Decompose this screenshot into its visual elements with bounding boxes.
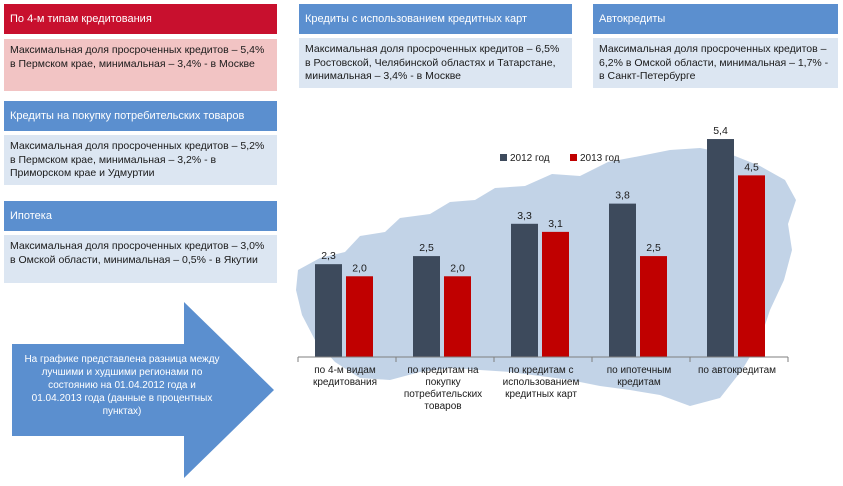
bar-2012-4 bbox=[609, 203, 636, 357]
data-label-2013-1: 2,0 bbox=[352, 262, 367, 274]
note-text: На графике представлена разница между лу… bbox=[24, 354, 220, 417]
bar-2012-2 bbox=[413, 256, 440, 357]
bar-2013-3 bbox=[542, 231, 569, 357]
note-arrow bbox=[12, 302, 274, 478]
panel-consumer: Кредиты на покупку потребительских товар… bbox=[4, 101, 277, 185]
data-label-2013-5: 4,5 bbox=[744, 161, 759, 173]
bar-2012-1 bbox=[315, 264, 342, 357]
panel-cards: Кредиты с использованием кредитных карт … bbox=[299, 4, 572, 88]
category-label-1-line-2: кредитования bbox=[313, 377, 377, 388]
panel-all-types: По 4-м типам кредитования Максимальная д… bbox=[4, 4, 277, 91]
data-label-2013-2: 2,0 bbox=[450, 262, 465, 274]
category-label-2-line-3: потребительских bbox=[404, 388, 482, 400]
panel-mortgage: Ипотека Максимальная доля просроченных к… bbox=[4, 201, 277, 283]
panel-mortgage-body: Максимальная доля просроченных кредитов … bbox=[4, 235, 277, 283]
data-label-2012-2: 2,5 bbox=[419, 242, 434, 254]
data-label-2012-3: 3,3 bbox=[517, 210, 532, 222]
legend-label-1: 2012 год bbox=[510, 153, 550, 164]
panel-auto-header: Автокредиты bbox=[593, 4, 838, 34]
legend-label-2: 2013 год bbox=[580, 153, 620, 164]
bar-2013-2 bbox=[444, 276, 471, 357]
data-label-2012-5: 5,4 bbox=[713, 125, 728, 137]
panel-mortgage-header: Ипотека bbox=[4, 201, 277, 231]
data-label-2013-4: 2,5 bbox=[646, 242, 661, 254]
category-label-5-line-1: по автокредитам bbox=[698, 365, 776, 376]
data-label-2012-1: 2,3 bbox=[321, 250, 336, 262]
category-label-4-line-2: кредитам bbox=[617, 377, 661, 388]
category-label-2-line-4: товаров bbox=[424, 401, 461, 412]
panel-consumer-header: Кредиты на покупку потребительских товар… bbox=[4, 101, 277, 131]
panel-all-types-body: Максимальная доля просроченных кредитов … bbox=[4, 39, 277, 91]
bar-2012-3 bbox=[511, 223, 538, 357]
category-label-4-line-1: по ипотечным bbox=[607, 365, 672, 376]
panel-cards-body: Максимальная доля просроченных кредитов … bbox=[299, 38, 572, 88]
data-label-2012-4: 3,8 bbox=[615, 190, 630, 202]
panel-cards-header: Кредиты с использованием кредитных карт bbox=[299, 4, 572, 34]
category-label-2-line-2: покупку bbox=[425, 377, 460, 388]
category-label-3-line-3: кредитных карт bbox=[505, 389, 577, 400]
bar-2013-1 bbox=[346, 276, 373, 357]
category-label-3-line-2: использованием bbox=[503, 377, 580, 388]
panel-auto-body: Максимальная доля просроченных кредитов … bbox=[593, 38, 838, 88]
note-arrow-shape bbox=[12, 302, 274, 478]
panel-all-types-header: По 4-м типам кредитования bbox=[4, 4, 277, 34]
data-label-2013-3: 3,1 bbox=[548, 218, 563, 230]
legend-swatch-1 bbox=[500, 154, 507, 161]
panel-consumer-body: Максимальная доля просроченных кредитов … bbox=[4, 135, 277, 185]
panel-auto: Автокредиты Максимальная доля просроченн… bbox=[593, 4, 838, 88]
legend-swatch-2 bbox=[570, 154, 577, 161]
category-label-2-line-1: по кредитам на bbox=[407, 365, 479, 376]
bar-2013-5 bbox=[738, 175, 765, 357]
category-label-3-line-1: по кредитам с bbox=[508, 365, 573, 376]
category-label-1-line-1: по 4-м видам bbox=[314, 365, 376, 376]
bar-2012-5 bbox=[707, 139, 734, 357]
bar-2013-4 bbox=[640, 256, 667, 357]
